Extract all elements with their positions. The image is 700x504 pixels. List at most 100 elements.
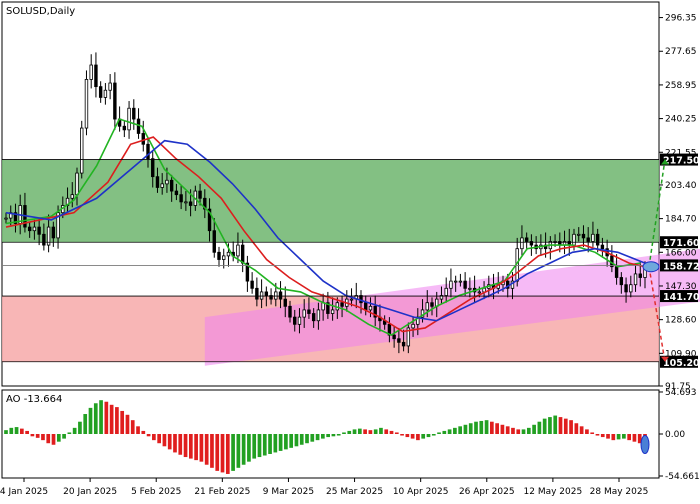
candle-body: [179, 194, 183, 203]
ao-bar: [421, 434, 426, 439]
ao-bar: [468, 423, 473, 434]
ao-bar: [368, 430, 373, 434]
ao-bar: [35, 434, 40, 438]
ao-bar: [72, 427, 77, 434]
chart-title: SOLUSD,Daily: [6, 6, 75, 17]
ao-bar: [88, 407, 93, 434]
ao-bar: [606, 434, 610, 439]
ao-bar: [268, 434, 272, 454]
y-tick-label: 240.25: [665, 115, 697, 125]
ao-bar: [231, 434, 235, 471]
candle-body: [624, 284, 628, 293]
candle-body: [302, 309, 306, 318]
y-tick-label: 221.55: [665, 148, 697, 158]
ao-bar: [595, 434, 600, 436]
ao-bar: [479, 420, 484, 434]
ao-bar: [220, 434, 225, 473]
candle-body: [463, 280, 467, 289]
ao-bar: [204, 434, 209, 465]
candle-body: [316, 309, 321, 322]
ao-bar: [14, 427, 19, 434]
candle-body: [293, 316, 297, 325]
ao-bar: [183, 434, 188, 458]
candle-body: [269, 295, 273, 300]
ao-bar: [67, 432, 72, 434]
ao-bar: [215, 434, 220, 471]
ao-bar: [453, 427, 457, 434]
forecast-arrowhead-up: [661, 159, 669, 165]
x-tick-label: 20 Jan 2025: [63, 487, 117, 497]
ao-bar: [384, 429, 389, 434]
ao-bar: [616, 434, 621, 440]
ao-bar: [622, 434, 626, 439]
candle-body: [188, 201, 193, 206]
ao-bar: [115, 407, 119, 434]
ao-bar: [78, 421, 82, 434]
ao-bar: [326, 434, 330, 438]
ao-bar: [109, 404, 114, 434]
y-tick-label: 166.00: [665, 248, 697, 258]
candle-body: [42, 233, 46, 246]
candle-body: [633, 273, 638, 286]
ao-bar: [563, 418, 568, 434]
ao-bar: [537, 421, 542, 434]
candle-body: [98, 86, 103, 98]
ao-bar: [104, 401, 109, 434]
ao-bar: [125, 414, 130, 434]
candle-body: [80, 127, 84, 174]
level-badge: [660, 259, 698, 272]
ao-bar: [447, 429, 452, 434]
candle-body: [411, 323, 415, 329]
ao-bar: [241, 434, 246, 465]
level-badge: [660, 290, 698, 303]
ao-bar: [136, 426, 140, 434]
candle-body: [529, 241, 534, 246]
candle-body: [160, 183, 164, 188]
ao-bar: [484, 420, 489, 434]
ao-bar: [252, 434, 257, 459]
candle-body: [614, 266, 619, 278]
ao-bar: [188, 434, 193, 459]
candle-body: [141, 133, 145, 145]
ao-bar: [173, 434, 177, 453]
candle-body: [103, 89, 108, 98]
candle-body: [288, 305, 292, 318]
candle-body: [468, 287, 472, 290]
x-tick-label: 28 May 2025: [590, 487, 649, 497]
candle-body: [51, 226, 56, 239]
y-tick-label: 203.40: [665, 181, 697, 191]
candle-body: [226, 251, 231, 257]
candle-body: [359, 295, 363, 304]
x-tick-label: 26 Apr 2025: [459, 487, 515, 497]
level-label: 158.72: [663, 261, 700, 272]
candle-body: [259, 291, 264, 300]
ao-bar: [357, 428, 362, 434]
candle-body: [430, 302, 434, 307]
ao-bar: [526, 427, 531, 434]
candle-body: [217, 251, 221, 260]
candle-body: [373, 305, 377, 318]
ao-tick-label: 54.693: [665, 388, 697, 398]
ao-bar: [247, 434, 251, 462]
candle-body: [274, 291, 278, 300]
ao-bar: [463, 424, 468, 434]
ao-bar: [83, 414, 88, 434]
ao-bar: [4, 430, 8, 434]
y-tick-label: 258.95: [665, 81, 697, 91]
candle-body: [453, 280, 458, 283]
candle-body: [174, 190, 179, 196]
candle-body: [406, 327, 411, 347]
current-price-marker: [642, 261, 660, 273]
candle-body: [236, 244, 240, 257]
x-tick-label: 5 Feb 2025: [131, 487, 181, 497]
candle-body: [127, 107, 131, 131]
candle-body: [449, 280, 453, 289]
y-tick-label: 147.30: [665, 282, 697, 292]
candle-body: [13, 212, 18, 224]
level-badge: [660, 153, 698, 166]
candle-body: [255, 287, 259, 300]
ao-bar: [585, 429, 589, 434]
candle-body: [600, 244, 605, 250]
ao-bar: [579, 426, 584, 434]
